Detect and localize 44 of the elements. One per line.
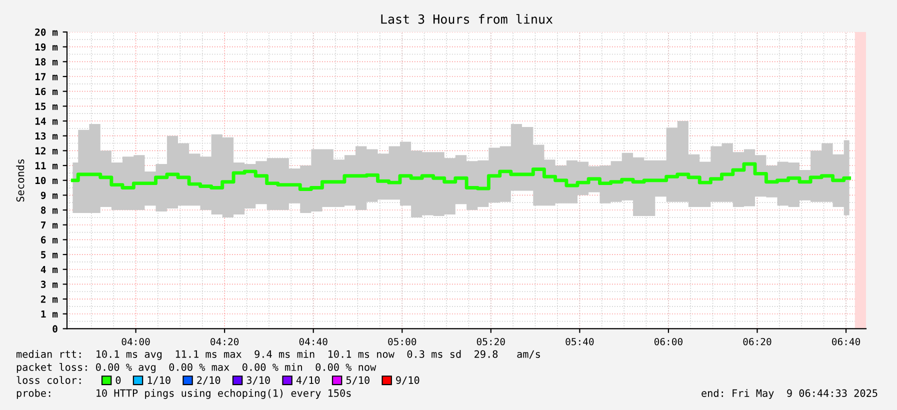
x-tick-label: 06:00 xyxy=(654,338,682,346)
y-tick-label: 9 m xyxy=(40,192,58,200)
y-tick-label: 15 m xyxy=(35,102,58,110)
x-tick-label: 06:40 xyxy=(832,338,860,346)
x-tick-label: 05:40 xyxy=(566,338,594,346)
x-tick-label: 04:00 xyxy=(122,338,150,346)
legend-label: 3/10 xyxy=(246,376,270,385)
legend-label: 0 xyxy=(116,376,121,384)
y-tick-label: 5 m xyxy=(41,251,58,258)
legend-label: 9/10 xyxy=(396,376,420,385)
y-tick-label: 16 m xyxy=(35,88,58,96)
x-tick-label: 05:20 xyxy=(476,338,505,346)
x-tick-label: 04:40 xyxy=(299,338,328,346)
legend-label: 1/10 xyxy=(148,376,170,385)
y-tick-label: 13 m xyxy=(35,132,58,140)
y-tick-label: 2 m xyxy=(40,296,58,303)
y-tick-label: 14 m xyxy=(35,118,58,125)
y-tick-label: 10 m xyxy=(35,176,58,184)
legend-label: 5/10 xyxy=(346,376,370,385)
x-tick-label: 05:00 xyxy=(388,338,416,346)
y-tick-label: 6 m xyxy=(41,236,58,244)
text: probe: 10 HTTP pings using echoping(1) every 150s xyxy=(16,389,351,399)
y-tick-label: 17 m xyxy=(35,73,58,80)
y-tick-label: 8 m xyxy=(41,206,58,214)
y-tick-label: 11 m xyxy=(35,162,58,170)
legend-title: loss color: xyxy=(16,376,81,384)
y-tick-label: 7 m xyxy=(41,221,58,229)
y-tick-label: 0 xyxy=(52,325,58,333)
x-tick-label: 06:20 xyxy=(743,338,772,346)
chart-title: Last 3 Hours from linux xyxy=(381,14,553,24)
y-tick-label: 4 m xyxy=(40,266,58,274)
text: end: Fri May 9 06:44:33 2025 xyxy=(702,389,878,399)
text: packet loss: 0.00 % avg 0.00 % max 0.00 % min 0.00 % now xyxy=(16,363,376,373)
x-tick-label: 04:20 xyxy=(210,338,239,346)
legend-label: 4/10 xyxy=(296,376,320,385)
y-tick-label: 20 m xyxy=(35,28,58,36)
y-tick-label: 3 m xyxy=(41,280,58,288)
y-axis-title: Seconds xyxy=(16,159,24,202)
y-tick-label: 19 m xyxy=(35,43,58,51)
y-tick-label: 18 m xyxy=(35,58,58,66)
text: median rtt: 10.1 ms avg 11.1 ms max 9.4 ms min 10.1 ms now 0.3 ms sd 29.8 am/s xyxy=(16,350,540,360)
y-tick-label: 1 m xyxy=(41,310,58,318)
y-tick-label: 12 m xyxy=(35,147,58,154)
legend-label: 2/10 xyxy=(197,376,220,385)
